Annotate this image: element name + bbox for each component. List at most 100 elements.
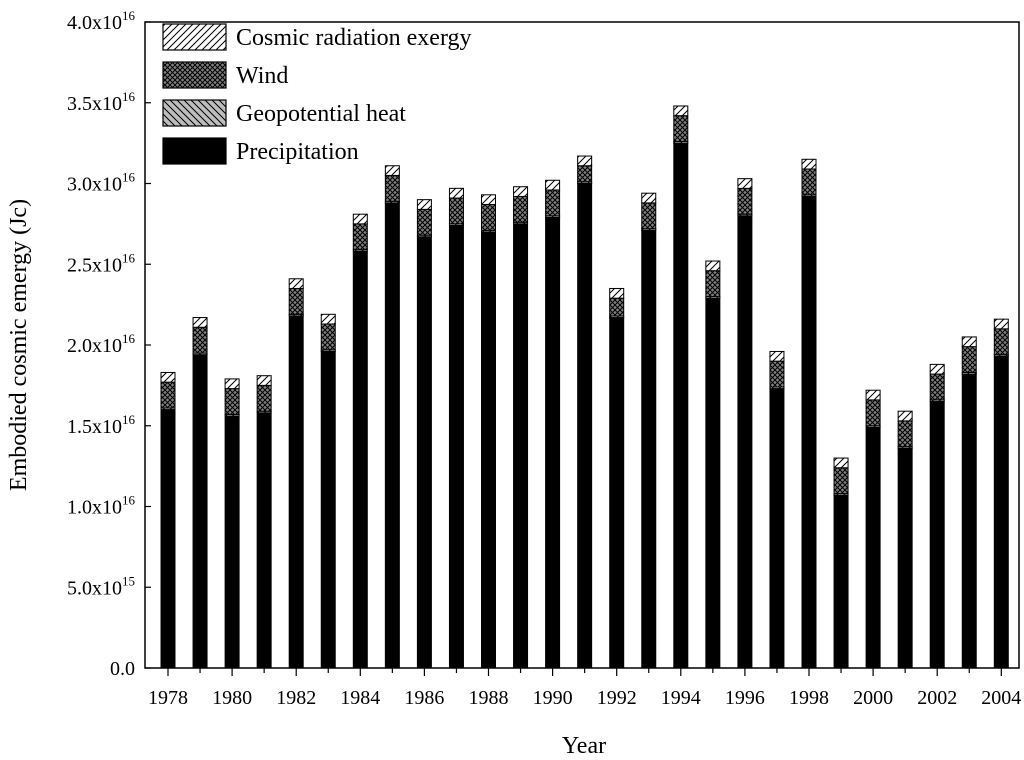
bar-cosmic-radiation-exergy-1984 [352, 213, 368, 225]
x-tick-label: 1982 [276, 687, 316, 709]
bar-cosmic-radiation-exergy-2001 [897, 410, 913, 422]
x-tick-label: 1992 [597, 687, 637, 709]
y-tick-label: 2.5x1016 [67, 250, 136, 276]
x-tick-label: 1998 [789, 687, 829, 709]
bar-precipitation-1991 [577, 183, 593, 669]
y-tick-label: 1.0x1016 [67, 493, 136, 519]
y-tick-label: 3.0x1016 [67, 170, 136, 196]
legend-label-wind: Wind [236, 63, 288, 89]
bars-layer [160, 105, 1009, 669]
y-tick-label: 2.0x1016 [67, 331, 136, 357]
y-tick-label: 5.0x1015 [67, 573, 135, 599]
bar-cosmic-radiation-exergy-1983 [320, 313, 336, 325]
bar-cosmic-radiation-exergy-1987 [448, 187, 464, 199]
bar-precipitation-1996 [737, 215, 753, 669]
bar-cosmic-radiation-exergy-1995 [705, 260, 721, 272]
bar-wind-1981 [256, 384, 272, 412]
bar-precipitation-1984 [352, 250, 368, 669]
bar-wind-2000 [865, 399, 881, 427]
x-tick-label: 1994 [661, 687, 701, 709]
x-tick-label: 2004 [981, 687, 1021, 709]
bar-wind-2001 [897, 420, 913, 448]
x-axis-label: Year [562, 733, 606, 759]
bar-cosmic-radiation-exergy-2004 [993, 318, 1009, 330]
bar-cosmic-radiation-exergy-2003 [961, 336, 977, 348]
legend: Cosmic radiation exergy Wind Geopotential … [162, 23, 472, 165]
bar-precipitation-1989 [513, 223, 529, 669]
bar-wind-1980 [224, 388, 240, 415]
bar-precipitation-1980 [224, 415, 240, 669]
plot-frame [144, 21, 1020, 669]
bar-precipitation-1987 [448, 224, 464, 669]
x-tick-label: 2000 [853, 687, 893, 709]
bar-precipitation-1997 [769, 388, 785, 669]
legend-swatch-precipitation [162, 137, 227, 165]
bar-wind-1995 [705, 270, 721, 298]
y-tick-label: 0.0 [110, 658, 135, 680]
y-tick-label: 3.5x1016 [67, 89, 136, 115]
bar-cosmic-radiation-exergy-1999 [833, 457, 849, 469]
bar-cosmic-radiation-exergy-1990 [545, 179, 561, 191]
bar-cosmic-radiation-exergy-1992 [609, 287, 625, 299]
bar-cosmic-radiation-exergy-1996 [737, 178, 753, 189]
legend-swatch-wind [162, 61, 227, 89]
bar-wind-2004 [993, 328, 1009, 356]
bar-cosmic-radiation-exergy-1993 [641, 192, 657, 204]
bar-precipitation-2004 [993, 355, 1009, 669]
bar-wind-2003 [961, 346, 977, 373]
bar-precipitation-1992 [609, 317, 625, 669]
bar-precipitation-1990 [545, 216, 561, 669]
bar-wind-1978 [160, 381, 176, 409]
bar-precipitation-1982 [288, 315, 304, 669]
bar-wind-1992 [609, 297, 625, 317]
bar-precipitation-1979 [192, 354, 208, 669]
bar-precipitation-1986 [416, 236, 432, 669]
x-tick-label: 2002 [917, 687, 957, 709]
bar-wind-1999 [833, 467, 849, 495]
x-tick-label: 1980 [212, 687, 252, 709]
y-axis-label: Embodied cosmic emergy (Jc) [6, 199, 32, 491]
bar-precipitation-1978 [160, 409, 176, 669]
bar-wind-1994 [673, 115, 689, 143]
bar-cosmic-radiation-exergy-1989 [513, 186, 529, 197]
bar-cosmic-radiation-exergy-1988 [481, 194, 496, 205]
bar-cosmic-radiation-exergy-1978 [160, 371, 176, 383]
bar-cosmic-radiation-exergy-1994 [673, 105, 689, 117]
bar-wind-1990 [545, 189, 561, 217]
bar-wind-1997 [769, 360, 785, 388]
bar-wind-1996 [737, 187, 753, 215]
bar-wind-1985 [384, 174, 400, 202]
bar-precipitation-1998 [801, 195, 817, 669]
legend-label-cosmic-radiation-exergy: Cosmic radiation exergy [236, 25, 472, 51]
bar-wind-1998 [801, 168, 817, 196]
bar-cosmic-radiation-exergy-1998 [801, 158, 817, 170]
y-axis-ticks: 0.0 5.0x1015 1.0x1016 1.5x1016 2.0x1016 2.5x1… [67, 8, 151, 680]
legend-label-precipitation: Precipitation [236, 139, 359, 165]
bar-wind-1989 [513, 195, 529, 223]
bar-precipitation-1993 [641, 229, 657, 669]
bar-cosmic-radiation-exergy-1986 [416, 199, 432, 210]
x-axis-ticks: 1978 1980 1982 1984 1986 1988 1990 1992 1994 1996… [148, 668, 1021, 709]
x-tick-label: 1978 [148, 687, 188, 709]
bar-wind-1982 [288, 287, 304, 315]
x-tick-label: 1988 [469, 687, 509, 709]
bar-wind-1991 [577, 165, 593, 183]
bar-wind-2002 [929, 373, 945, 401]
bar-cosmic-radiation-exergy-1979 [192, 317, 208, 328]
bar-precipitation-1981 [256, 412, 272, 669]
bar-cosmic-radiation-exergy-2002 [929, 363, 945, 375]
bar-wind-1984 [352, 223, 368, 251]
y-tick-label: 1.5x1016 [67, 412, 136, 438]
x-tick-label: 1986 [404, 687, 444, 709]
bar-precipitation-1994 [673, 142, 689, 669]
legend-label-geopotential-heat: Geopotential heat [236, 101, 406, 127]
bar-wind-1983 [320, 323, 336, 351]
bar-precipitation-2003 [961, 373, 977, 669]
y-tick-label: 4.0x1016 [67, 8, 136, 34]
bar-precipitation-2001 [897, 447, 913, 669]
bar-precipitation-1983 [320, 350, 336, 669]
bar-wind-1993 [641, 202, 657, 230]
legend-swatch-cosmic-radiation-exergy [162, 23, 227, 51]
bar-cosmic-radiation-exergy-1985 [384, 165, 400, 176]
x-tick-label: 1990 [533, 687, 573, 709]
